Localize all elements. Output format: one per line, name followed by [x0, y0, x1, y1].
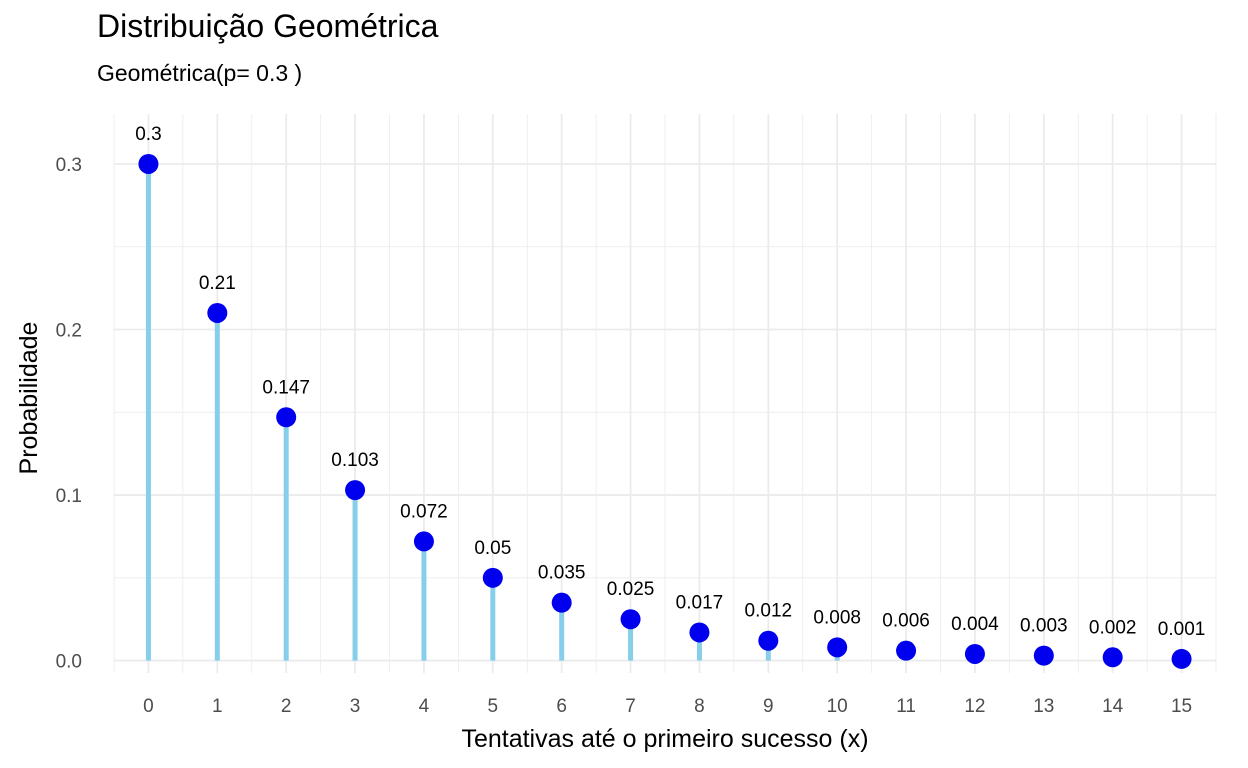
- data-point: [964, 643, 985, 664]
- chart-title: Distribuição Geométrica: [97, 8, 439, 44]
- x-tick-label: 0: [143, 696, 154, 717]
- x-tick-label: 10: [827, 696, 848, 717]
- data-point: [1102, 647, 1123, 668]
- x-tick-label: 14: [1102, 696, 1124, 717]
- data-point: [1171, 648, 1192, 669]
- x-tick-label: 11: [896, 696, 916, 717]
- x-tick-label: 8: [694, 696, 705, 717]
- chart-subtitle: Geométrica(p= 0.3 ): [97, 60, 303, 86]
- data-point: [551, 592, 572, 613]
- data-point: [207, 302, 228, 323]
- data-label: 0.025: [607, 579, 655, 600]
- point-layer: [138, 153, 1192, 669]
- data-point: [345, 480, 366, 501]
- data-label: 0.3: [135, 124, 161, 145]
- data-label: 0.072: [400, 501, 448, 522]
- y-tick-label: 0.2: [56, 321, 82, 342]
- y-axis-label: Probabilidade: [15, 322, 43, 475]
- label-layer: 0.3 0.21 0.147 0.103 0.072 0.05 0.035 0.025 0.01…: [135, 124, 1205, 640]
- data-label: 0.003: [1020, 616, 1068, 637]
- x-tick-label: 7: [625, 696, 636, 717]
- data-label: 0.008: [813, 607, 861, 628]
- data-point: [827, 637, 848, 658]
- data-label: 0.012: [745, 601, 793, 622]
- y-tick-label: 0.1: [56, 486, 82, 507]
- y-axis-ticks: 0.0 0.1 0.2 0.3: [56, 155, 82, 673]
- data-point: [620, 609, 641, 630]
- x-tick-label: 4: [419, 696, 430, 717]
- x-tick-label: 9: [763, 696, 774, 717]
- x-tick-label: 3: [350, 696, 361, 717]
- x-tick-label: 6: [556, 696, 567, 717]
- x-tick-label: 5: [488, 696, 499, 717]
- x-tick-label: 1: [212, 696, 223, 717]
- x-tick-label: 15: [1171, 696, 1192, 717]
- data-label: 0.004: [951, 614, 999, 635]
- data-point: [1033, 645, 1054, 666]
- data-point: [413, 531, 434, 552]
- data-label: 0.002: [1089, 617, 1137, 638]
- data-point: [276, 407, 297, 428]
- x-tick-label: 12: [964, 696, 985, 717]
- data-point: [482, 567, 503, 588]
- data-label: 0.001: [1158, 619, 1206, 640]
- data-label: 0.147: [262, 377, 310, 398]
- data-label: 0.103: [331, 450, 379, 471]
- x-axis-label: Tentativas até o primeiro sucesso (x): [461, 725, 868, 753]
- data-label: 0.006: [882, 611, 930, 632]
- x-tick-label: 13: [1033, 696, 1054, 717]
- data-point: [138, 153, 159, 174]
- x-tick-label: 2: [281, 696, 292, 717]
- data-point: [896, 640, 917, 661]
- data-label: 0.21: [199, 273, 236, 294]
- data-label: 0.035: [538, 563, 586, 584]
- x-axis-ticks: 0 1 2 3 4 5 6 7 8 9 10 11 12 13 14 15: [143, 696, 1192, 717]
- data-label: 0.05: [474, 538, 511, 559]
- y-tick-label: 0.0: [56, 652, 82, 673]
- data-label: 0.017: [676, 592, 724, 613]
- data-point: [689, 622, 710, 643]
- data-point: [758, 630, 779, 651]
- y-tick-label: 0.3: [56, 155, 82, 176]
